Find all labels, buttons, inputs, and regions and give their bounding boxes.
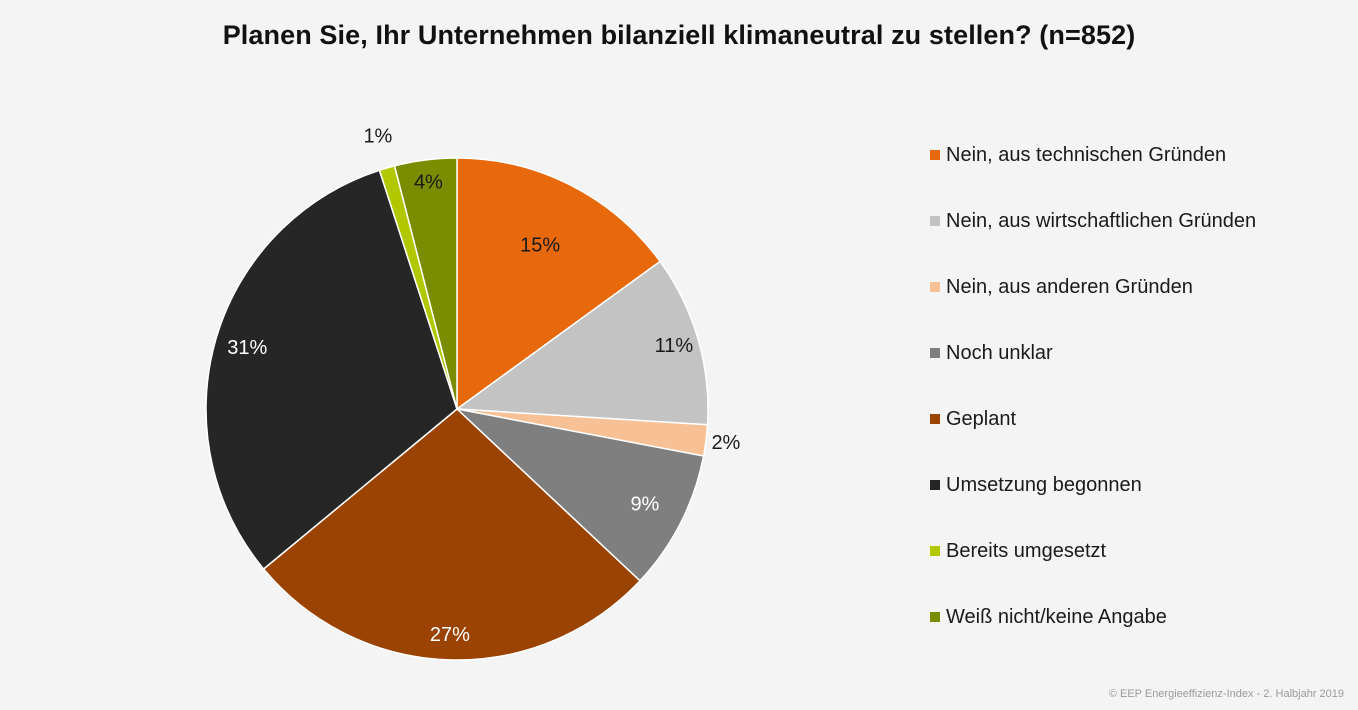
legend-swatch xyxy=(930,414,940,424)
legend-swatch xyxy=(930,282,940,292)
data-label-nein-aus-wirtschaftlichen-gruenden: 11% xyxy=(655,335,694,357)
legend-label: Noch unklar xyxy=(946,341,1053,364)
pie-slice-geplant xyxy=(262,408,641,661)
legend-item-nein-aus-technischen-gruenden: Nein, aus technischen Gründen xyxy=(930,140,1226,170)
pie-slice-umsetzung-begonnen xyxy=(205,169,458,570)
data-label-weiss-nicht-keine-angabe: 4% xyxy=(414,171,443,193)
legend-swatch xyxy=(930,348,940,358)
data-label-nein-aus-technischen-gruenden: 15% xyxy=(520,235,560,257)
legend-item-umsetzung-begonnen: Umsetzung begonnen xyxy=(930,470,1142,500)
copyright-footer: © EEP Energieeffizienz-Index - 2. Halbja… xyxy=(1108,688,1344,700)
legend-label: Bereits umgesetzt xyxy=(946,539,1107,562)
legend-label: Umsetzung begonnen xyxy=(946,473,1142,496)
legend-label: Geplant xyxy=(946,407,1017,430)
pie-slice-noch-unklar xyxy=(456,408,705,582)
pie-slice-weiss-nicht-keine-angabe xyxy=(393,157,458,410)
chart-title: Planen Sie, Ihr Unternehmen bilanziell k… xyxy=(222,20,1136,50)
legend-item-weiss-nicht-keine-angabe: Weiß nicht/keine Angabe xyxy=(930,602,1167,632)
legend-label: Nein, aus wirtschaftlichen Gründen xyxy=(946,209,1257,232)
legend-swatch xyxy=(930,546,940,556)
legend-item-bereits-umgesetzt: Bereits umgesetzt xyxy=(930,536,1106,566)
legend-item-geplant: Geplant xyxy=(930,404,1016,434)
pie-slice-nein-aus-technischen-gruenden xyxy=(456,157,661,410)
legend-swatch xyxy=(930,216,940,226)
legend-item-nein-aus-wirtschaftlichen-gruenden: Nein, aus wirtschaftlichen Gründen xyxy=(930,206,1256,236)
data-label-nein-aus-anderen-gruenden: 2% xyxy=(711,432,740,454)
legend-swatch xyxy=(930,480,940,490)
legend-swatch xyxy=(930,612,940,622)
legend-label: Weiß nicht/keine Angabe xyxy=(946,605,1167,628)
legend-label: Nein, aus technischen Gründen xyxy=(946,143,1227,166)
data-label-noch-unklar: 9% xyxy=(630,494,659,516)
legend-label: Nein, aus anderen Gründen xyxy=(946,275,1193,298)
legend-swatch xyxy=(930,150,940,160)
data-label-geplant: 27% xyxy=(430,624,470,646)
data-label-umsetzung-begonnen: 31% xyxy=(227,337,267,359)
legend-item-nein-aus-anderen-gruenden: Nein, aus anderen Gründen xyxy=(930,272,1193,302)
data-label-bereits-umgesetzt: 1% xyxy=(363,126,392,148)
pie-slice-nein-aus-wirtschaftlichen-gruenden xyxy=(456,260,709,426)
legend-item-noch-unklar: Noch unklar xyxy=(930,338,1053,368)
